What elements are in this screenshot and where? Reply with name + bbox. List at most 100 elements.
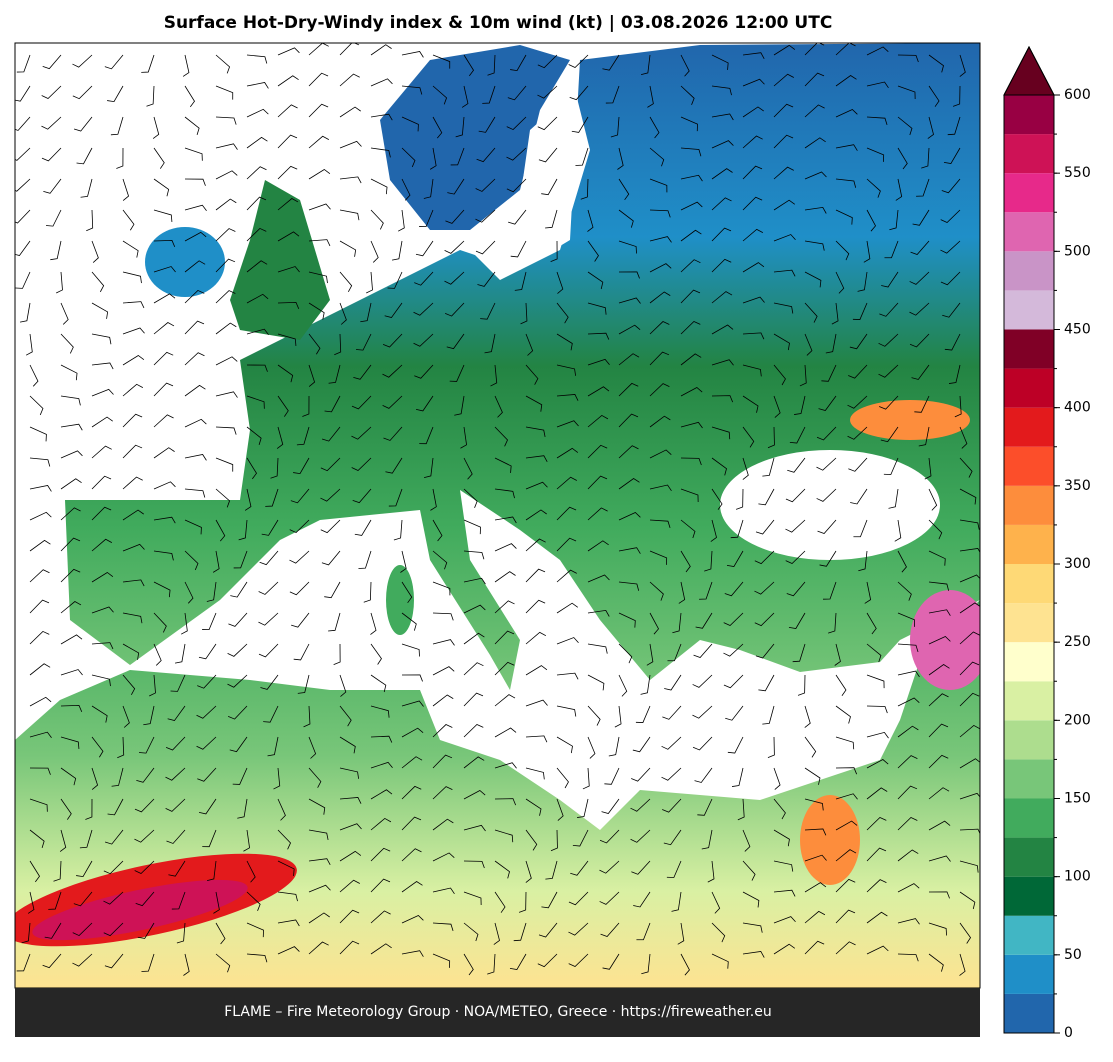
colorbar: 0 50 100 150 200 250 300 350 400 450 500 550 600 — [1003, 45, 1091, 1041]
wind-barb — [53, 860, 62, 882]
wind-barb — [959, 426, 968, 449]
wind-barb — [363, 581, 372, 603]
wind-barb — [773, 166, 794, 180]
wind-barb — [91, 736, 104, 758]
wind-barb — [835, 75, 857, 87]
wind-barb — [959, 891, 976, 910]
wind-barb — [773, 302, 794, 314]
wind-barb — [122, 413, 143, 428]
wind-barb — [183, 953, 190, 976]
wind-barb — [618, 581, 640, 591]
wind-barb — [170, 674, 186, 692]
wind-barb — [742, 52, 765, 60]
wind-barb — [91, 271, 105, 293]
wind-barb — [296, 426, 310, 446]
wind-barb — [510, 240, 527, 258]
wind-barb — [879, 395, 899, 410]
wind-barb — [370, 735, 393, 743]
wind-barb — [888, 488, 899, 509]
wind-barb — [339, 271, 353, 293]
wind-barb — [122, 612, 143, 624]
wind-barb — [897, 85, 916, 100]
wind-barb — [897, 116, 913, 136]
wind-barb — [928, 636, 951, 645]
wind-barb — [419, 209, 434, 228]
wind-barb — [587, 444, 608, 459]
wind-barb — [742, 395, 759, 413]
wind-barb — [232, 767, 248, 785]
wind-barb — [91, 674, 111, 687]
wind-barb — [866, 46, 889, 56]
wind-barb — [475, 178, 496, 192]
wind-barb — [153, 240, 176, 248]
wind-barb — [641, 953, 651, 975]
colorbar-bin — [1004, 173, 1054, 213]
wind-barb — [525, 509, 547, 521]
wind-barb — [587, 240, 599, 262]
wind-barb — [804, 882, 827, 893]
wind-barb — [29, 829, 45, 848]
wind-barb — [339, 736, 356, 754]
colorbar-tick-label: 400 — [1064, 400, 1091, 416]
wind-barb — [370, 178, 388, 195]
wind-barb — [153, 293, 176, 304]
wind-barb — [804, 171, 827, 180]
wind-barb — [525, 426, 546, 438]
wind-barb — [538, 922, 558, 938]
wind-barb — [894, 519, 902, 542]
colorbar-bin — [1004, 876, 1054, 916]
colorbar-bin — [1004, 368, 1054, 408]
wind-barb — [599, 891, 620, 905]
wind-barb — [339, 209, 360, 221]
wind-barb — [339, 73, 360, 87]
wind-barb — [928, 693, 949, 707]
wind-barb — [308, 239, 331, 247]
wind-barb — [423, 178, 434, 199]
wind-barb — [91, 606, 114, 614]
wind-barb — [678, 581, 686, 604]
wind-barb — [60, 634, 83, 645]
wind-barb — [556, 333, 573, 351]
wind-barb — [804, 940, 825, 955]
hot-area — [910, 590, 980, 690]
wind-barb — [215, 457, 234, 472]
wind-barb — [677, 922, 685, 945]
wind-barb — [444, 240, 465, 254]
wind-barb — [484, 333, 496, 354]
wind-barb — [883, 457, 899, 475]
wind-barb — [382, 364, 403, 378]
wind-barb — [29, 569, 50, 583]
wind-barb — [850, 488, 868, 505]
wind-barb — [959, 54, 966, 77]
wind-barb — [928, 54, 944, 73]
wind-barb — [212, 550, 220, 573]
wind-barb — [773, 269, 796, 277]
wind-barb — [463, 54, 475, 77]
wind-barb — [50, 240, 62, 261]
wind-barb — [680, 353, 702, 366]
wind-barb — [493, 922, 500, 945]
wind-barb — [804, 333, 813, 356]
wind-barb — [525, 568, 546, 583]
wind-barb — [599, 829, 620, 844]
wind-barb — [339, 879, 360, 893]
wind-barb — [152, 116, 160, 139]
wind-barb — [570, 860, 589, 876]
wind-barb — [246, 426, 262, 445]
wind-barb — [541, 178, 558, 196]
wind-barb — [646, 643, 654, 666]
wind-barb — [463, 550, 485, 560]
colorbar-bin — [1004, 993, 1054, 1033]
wind-barb — [15, 116, 31, 131]
wind-barb — [215, 426, 237, 435]
wind-barb — [852, 302, 868, 320]
wind-barb — [370, 78, 393, 87]
wind-barb — [959, 792, 980, 800]
wind-barb — [742, 106, 764, 118]
wind-barb — [711, 113, 734, 121]
wind-barb — [835, 767, 858, 775]
wind-barb — [153, 550, 174, 561]
wind-barb — [463, 891, 482, 906]
wind-barb — [353, 364, 372, 380]
wind-barb — [41, 85, 62, 99]
